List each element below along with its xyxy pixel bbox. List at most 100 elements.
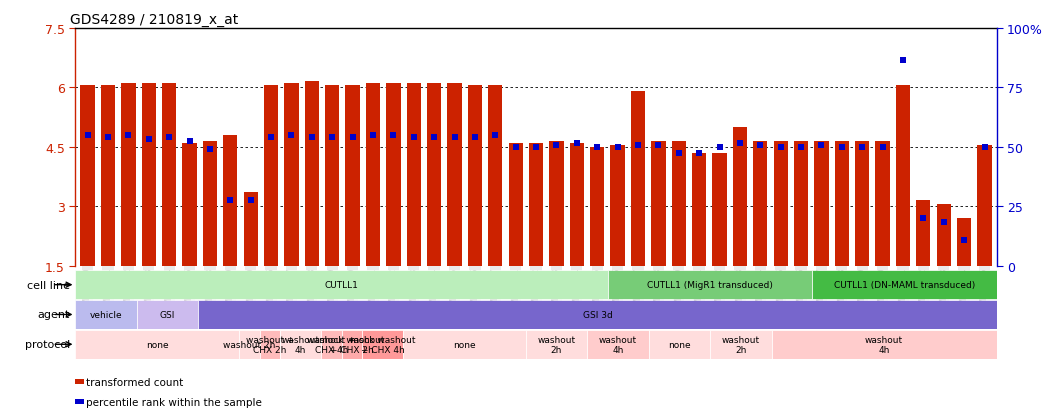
Bar (671, 142, 686, 266)
Bar (325, 86, 339, 266)
Bar (162, 84, 176, 266)
Point (324, 134, 340, 141)
Bar (834, 142, 849, 266)
Text: cell line: cell line (27, 280, 70, 290)
Bar (427, 84, 441, 266)
Text: agent: agent (38, 310, 70, 320)
Bar (753, 142, 767, 266)
Text: CUTLL1 (DN-MAML transduced): CUTLL1 (DN-MAML transduced) (834, 280, 975, 290)
Bar (182, 143, 197, 266)
Point (508, 144, 525, 151)
Bar (75, 330, 239, 359)
Bar (712, 153, 727, 266)
Text: mock washout
+ CHX 4h: mock washout + CHX 4h (350, 335, 416, 354)
Bar (529, 143, 543, 266)
Bar (203, 142, 217, 266)
Bar (365, 84, 380, 266)
Bar (121, 84, 135, 266)
Text: washout
4h: washout 4h (865, 335, 904, 354)
Point (467, 134, 484, 141)
Bar (509, 143, 522, 266)
Bar (710, 330, 772, 359)
Text: mock washout
+ CHX 2h: mock washout + CHX 2h (319, 335, 384, 354)
Bar (978, 145, 992, 266)
Text: protocol: protocol (25, 339, 70, 349)
Bar (386, 84, 401, 266)
Point (956, 237, 973, 244)
Text: GSI: GSI (160, 310, 175, 319)
Bar (875, 142, 890, 266)
Point (242, 197, 259, 204)
Bar (957, 218, 972, 266)
Bar (815, 142, 828, 266)
Bar (692, 153, 707, 266)
Bar (631, 92, 645, 266)
Bar (855, 142, 869, 266)
Point (263, 134, 280, 141)
Bar (591, 147, 604, 266)
Point (629, 142, 646, 149)
Bar (305, 82, 319, 266)
Text: washout
4h: washout 4h (282, 335, 319, 354)
Bar (137, 300, 198, 329)
Point (548, 142, 564, 149)
Bar (75, 271, 607, 299)
Bar (587, 330, 649, 359)
Point (120, 132, 137, 139)
Bar (260, 330, 281, 359)
Bar (812, 271, 997, 299)
Point (140, 136, 157, 143)
Point (793, 144, 809, 151)
Point (426, 134, 443, 141)
Text: vehicle: vehicle (90, 310, 122, 319)
Bar (341, 330, 362, 359)
Bar (937, 205, 951, 266)
Bar (772, 330, 997, 359)
Point (80, 132, 96, 139)
Point (283, 132, 299, 139)
Bar (550, 142, 563, 266)
Point (405, 134, 422, 141)
Point (814, 142, 830, 149)
Bar (141, 84, 156, 266)
Point (609, 144, 626, 151)
Point (99, 134, 116, 141)
Point (833, 144, 850, 151)
Text: washout 2h: washout 2h (223, 340, 275, 349)
Bar (896, 86, 910, 266)
Point (915, 215, 932, 222)
Bar (526, 330, 587, 359)
Bar (794, 142, 808, 266)
Bar (239, 330, 260, 359)
Point (976, 144, 993, 151)
Point (569, 140, 585, 147)
Bar (610, 145, 625, 266)
Point (222, 197, 239, 204)
Point (650, 142, 667, 149)
Bar (570, 143, 584, 266)
Bar (733, 128, 748, 266)
Text: washout
2h: washout 2h (721, 335, 760, 354)
Bar (916, 201, 931, 266)
Bar (346, 86, 360, 266)
Point (181, 138, 198, 145)
Text: washout +
CHX 4h: washout + CHX 4h (307, 335, 356, 354)
Bar (468, 86, 482, 266)
Bar (649, 330, 710, 359)
Point (691, 150, 708, 157)
Bar (75, 300, 137, 329)
Bar (101, 86, 115, 266)
Bar (774, 142, 787, 266)
Text: GSI 3d: GSI 3d (582, 310, 612, 319)
Bar (264, 86, 279, 266)
Point (201, 146, 218, 153)
Point (711, 144, 728, 151)
Point (364, 132, 381, 139)
Bar (403, 330, 526, 359)
Point (670, 150, 687, 157)
Bar (223, 135, 238, 266)
Text: transformed count: transformed count (86, 377, 183, 387)
Text: none: none (668, 340, 691, 349)
Bar (81, 86, 94, 266)
Bar (281, 330, 321, 359)
